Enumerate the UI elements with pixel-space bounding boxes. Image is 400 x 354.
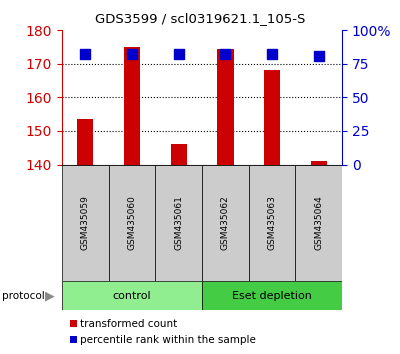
Text: control: control [113,291,151,301]
Text: GSM435063: GSM435063 [268,195,276,251]
Text: GSM435064: GSM435064 [314,196,323,250]
Point [82,51,88,57]
Text: GSM435060: GSM435060 [128,195,136,251]
Point [222,51,228,57]
Bar [249,165,295,281]
Bar [295,165,342,281]
Text: transformed count: transformed count [80,319,177,329]
Bar [170,144,187,165]
Text: GSM435062: GSM435062 [221,196,230,250]
Bar [62,281,202,310]
Text: ▶: ▶ [45,289,55,302]
Point [176,51,182,57]
Bar [77,119,94,165]
Bar [202,165,249,281]
Bar [124,47,140,165]
Bar [217,48,234,165]
Text: Eset depletion: Eset depletion [232,291,312,301]
Text: protocol: protocol [2,291,45,301]
Text: percentile rank within the sample: percentile rank within the sample [80,335,256,345]
Point [129,51,135,57]
Bar [310,161,327,165]
Bar [109,165,155,281]
Bar [202,281,342,310]
Bar [264,70,280,165]
Bar [62,165,109,281]
Point [316,53,322,58]
Point [269,51,275,57]
Text: GSM435061: GSM435061 [174,195,183,251]
Bar [155,165,202,281]
Text: GSM435059: GSM435059 [81,195,90,251]
Text: GDS3599 / scl0319621.1_105-S: GDS3599 / scl0319621.1_105-S [95,12,305,25]
